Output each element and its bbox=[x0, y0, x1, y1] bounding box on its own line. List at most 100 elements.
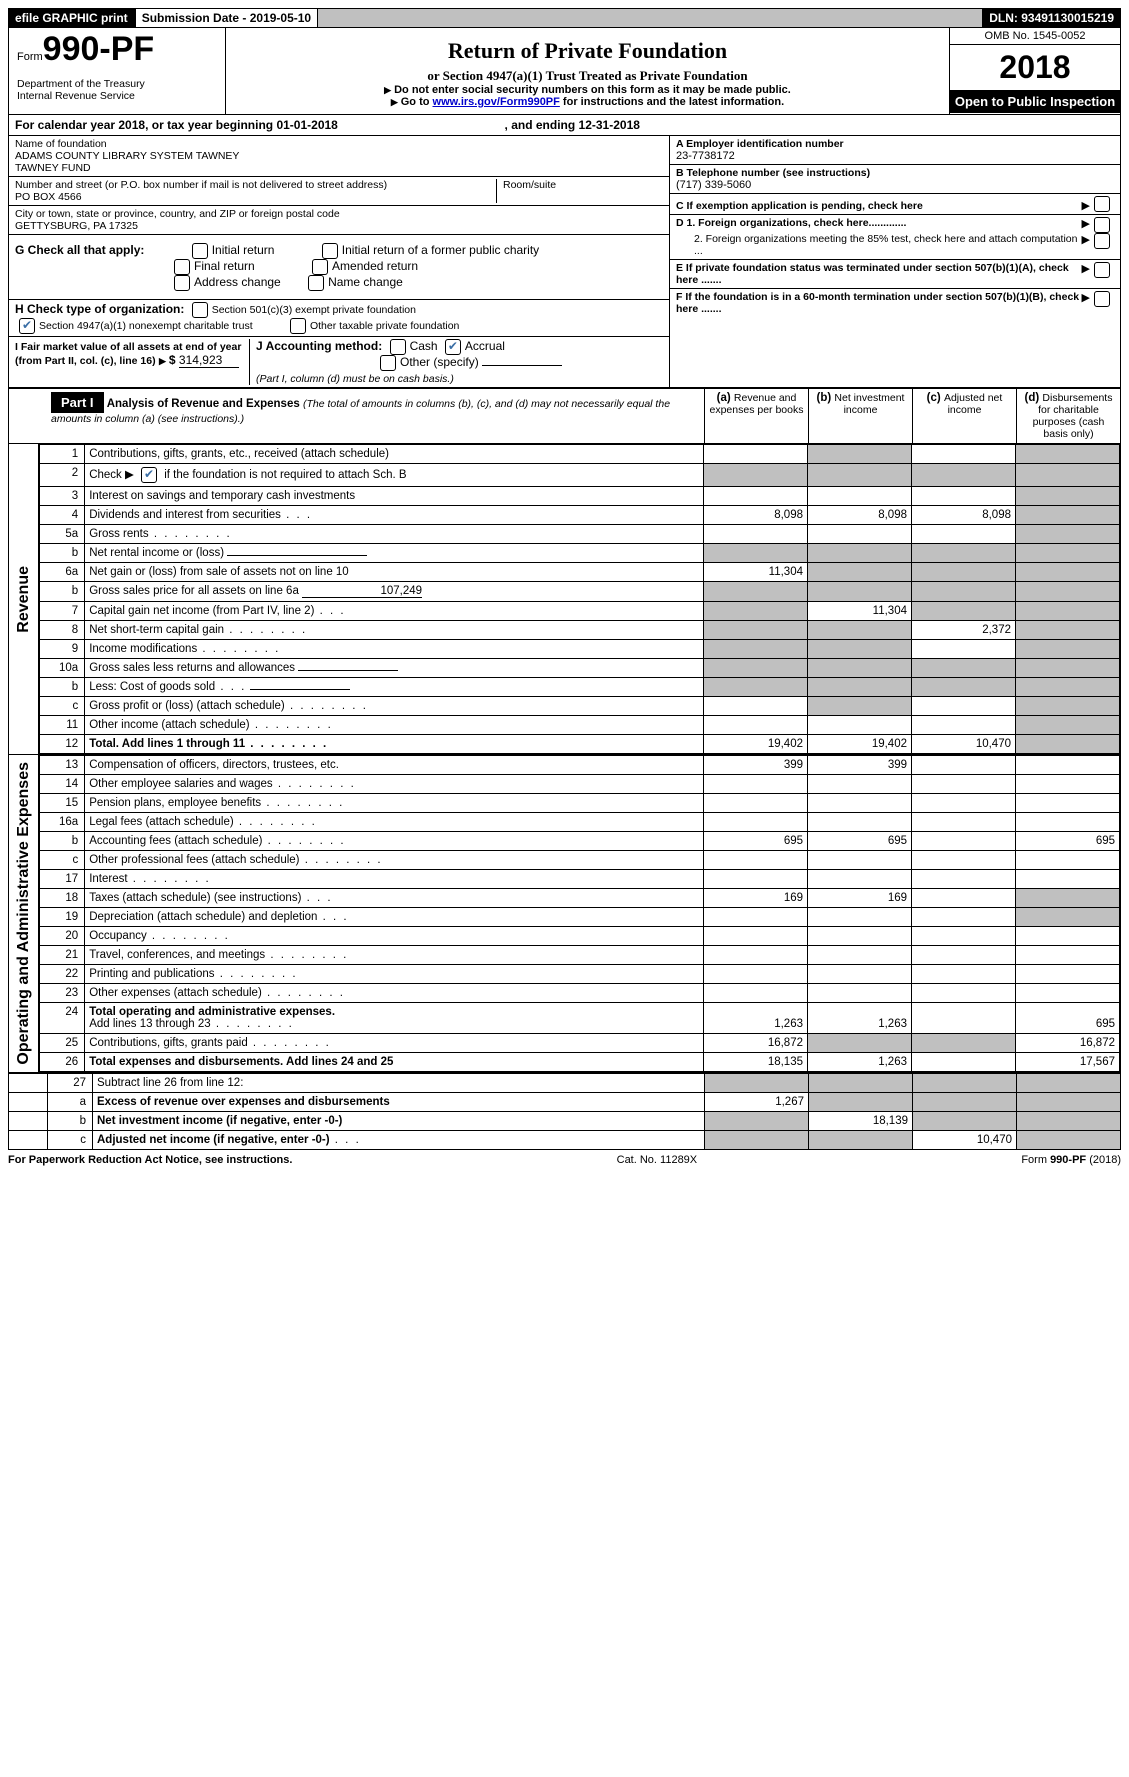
part1-header-table: Part I Analysis of Revenue and Expenses … bbox=[8, 388, 1121, 444]
line-21: 21Travel, conferences, and meetings bbox=[40, 946, 1120, 965]
exemption-pending-checkbox[interactable] bbox=[1094, 196, 1110, 212]
line-27c: cAdjusted net income (if negative, enter… bbox=[9, 1131, 1121, 1150]
foreign-85pct-checkbox[interactable] bbox=[1094, 233, 1110, 249]
line-10b: bLess: Cost of goods sold bbox=[40, 678, 1120, 697]
line-19: 19Depreciation (attach schedule) and dep… bbox=[40, 908, 1120, 927]
cat-no: Cat. No. 11289X bbox=[617, 1154, 698, 1166]
initial-return-checkbox[interactable] bbox=[192, 243, 208, 259]
line-11: 11Other income (attach schedule) bbox=[40, 716, 1120, 735]
ein-label: A Employer identification number bbox=[676, 138, 1114, 150]
line-10c: cGross profit or (loss) (attach schedule… bbox=[40, 697, 1120, 716]
line-5a: 5aGross rents bbox=[40, 525, 1120, 544]
foreign-org-checkbox[interactable] bbox=[1094, 217, 1110, 233]
form-subtitle: or Section 4947(a)(1) Trust Treated as P… bbox=[232, 68, 943, 84]
dept-label: Department of the Treasury bbox=[17, 78, 217, 90]
city-row: City or town, state or province, country… bbox=[9, 206, 669, 235]
line-4: 4Dividends and interest from securities8… bbox=[40, 506, 1120, 525]
expenses-section: Operating and Administrative Expenses 13… bbox=[8, 755, 1121, 1073]
form-id: Form 990-PF (2018) bbox=[1021, 1154, 1121, 1166]
f-label: F If the foundation is in a 60-month ter… bbox=[676, 291, 1082, 315]
topbar-spacer bbox=[318, 8, 982, 28]
paperwork-notice: For Paperwork Reduction Act Notice, see … bbox=[8, 1154, 292, 1166]
col-b-header: Net investment income bbox=[834, 392, 904, 416]
name-change-checkbox[interactable] bbox=[308, 275, 324, 291]
c-label: C If exemption application is pending, c… bbox=[676, 200, 1082, 212]
terminated-checkbox[interactable] bbox=[1094, 262, 1110, 278]
form-title: Return of Private Foundation bbox=[232, 38, 943, 64]
room-suite-label: Room/suite bbox=[503, 179, 663, 191]
line-15: 15Pension plans, employee benefits bbox=[40, 794, 1120, 813]
i-j-row: I Fair market value of all assets at end… bbox=[9, 337, 669, 387]
sch-b-checkbox[interactable] bbox=[141, 467, 157, 483]
col-c-header: Adjusted net income bbox=[944, 392, 1002, 416]
initial-return-former-checkbox[interactable] bbox=[322, 243, 338, 259]
calendar-year-row: For calendar year 2018, or tax year begi… bbox=[8, 115, 1121, 136]
line-3: 3Interest on savings and temporary cash … bbox=[40, 487, 1120, 506]
amended-return-checkbox[interactable] bbox=[312, 259, 328, 275]
revenue-section: Revenue 1Contributions, gifts, grants, e… bbox=[8, 444, 1121, 755]
foundation-name-cell: Name of foundation ADAMS COUNTY LIBRARY … bbox=[9, 136, 669, 177]
phone-value: (717) 339-5060 bbox=[676, 179, 1114, 191]
submission-date: Submission Date - 2019-05-10 bbox=[135, 8, 318, 28]
h-org-type: H Check type of organization: Section 50… bbox=[9, 300, 669, 337]
col-d-header: Disbursements for charitable purposes (c… bbox=[1033, 392, 1113, 440]
line-6b: bGross sales price for all assets on lin… bbox=[40, 582, 1120, 602]
phone-label: B Telephone number (see instructions) bbox=[676, 167, 1114, 179]
inspection-notice: Open to Public Inspection bbox=[950, 90, 1120, 113]
line-17: 17Interest bbox=[40, 870, 1120, 889]
line-9: 9Income modifications bbox=[40, 640, 1120, 659]
revenue-table: 1Contributions, gifts, grants, etc., rec… bbox=[39, 444, 1120, 754]
omb-number: OMB No. 1545-0052 bbox=[950, 28, 1120, 45]
top-bar: efile GRAPHIC print Submission Date - 20… bbox=[8, 8, 1121, 28]
line-16c: cOther professional fees (attach schedul… bbox=[40, 851, 1120, 870]
line-27b: bNet investment income (if negative, ent… bbox=[9, 1112, 1121, 1131]
revenue-sidelabel: Revenue bbox=[15, 566, 33, 633]
line-27: 27Subtract line 26 from line 12: bbox=[9, 1074, 1121, 1093]
header-center: Return of Private Foundation or Section … bbox=[226, 28, 949, 114]
line-1: 1Contributions, gifts, grants, etc., rec… bbox=[40, 445, 1120, 464]
header-right: OMB No. 1545-0052 2018 Open to Public In… bbox=[949, 28, 1120, 114]
line-5b: bNet rental income or (loss) bbox=[40, 544, 1120, 563]
line-16b: bAccounting fees (attach schedule)695695… bbox=[40, 832, 1120, 851]
line-12: 12Total. Add lines 1 through 1119,40219,… bbox=[40, 735, 1120, 754]
4947a1-checkbox[interactable] bbox=[19, 318, 35, 334]
cash-checkbox[interactable] bbox=[390, 339, 406, 355]
other-taxable-checkbox[interactable] bbox=[290, 318, 306, 334]
part1-label: Part I bbox=[51, 392, 104, 413]
line-13: 13Compensation of officers, directors, t… bbox=[40, 756, 1120, 775]
line-27a: aExcess of revenue over expenses and dis… bbox=[9, 1093, 1121, 1112]
line-24: 24Total operating and administrative exp… bbox=[40, 1003, 1120, 1034]
line-25: 25Contributions, gifts, grants paid16,87… bbox=[40, 1034, 1120, 1053]
line-26: 26Total expenses and disbursements. Add … bbox=[40, 1053, 1120, 1072]
page-footer: For Paperwork Reduction Act Notice, see … bbox=[8, 1150, 1121, 1166]
60month-checkbox[interactable] bbox=[1094, 291, 1110, 307]
line-6a: 6aNet gain or (loss) from sale of assets… bbox=[40, 563, 1120, 582]
other-method-checkbox[interactable] bbox=[380, 355, 396, 371]
expenses-table: 13Compensation of officers, directors, t… bbox=[39, 755, 1120, 1072]
ssn-warning: Do not enter social security numbers on … bbox=[232, 84, 943, 96]
final-return-checkbox[interactable] bbox=[174, 259, 190, 275]
line-10a: 10aGross sales less returns and allowanc… bbox=[40, 659, 1120, 678]
line-23: 23Other expenses (attach schedule) bbox=[40, 984, 1120, 1003]
address-change-checkbox[interactable] bbox=[174, 275, 190, 291]
line-2: 2Check ▶ if the foundation is not requir… bbox=[40, 464, 1120, 487]
tax-year: 2018 bbox=[950, 45, 1120, 90]
line-18: 18Taxes (attach schedule) (see instructi… bbox=[40, 889, 1120, 908]
d2-label: 2. Foreign organizations meeting the 85%… bbox=[676, 233, 1082, 257]
accrual-checkbox[interactable] bbox=[445, 339, 461, 355]
line-7: 7Capital gain net income (from Part IV, … bbox=[40, 602, 1120, 621]
line-14: 14Other employee salaries and wages bbox=[40, 775, 1120, 794]
e-label: E If private foundation status was termi… bbox=[676, 262, 1082, 286]
irs-label: Internal Revenue Service bbox=[17, 90, 217, 102]
line-8: 8Net short-term capital gain2,372 bbox=[40, 621, 1120, 640]
g-checkboxes: G Check all that apply: Initial return I… bbox=[9, 235, 669, 300]
d1-label: D 1. Foreign organizations, check here..… bbox=[676, 217, 1082, 233]
expenses-sidelabel: Operating and Administrative Expenses bbox=[15, 762, 33, 1065]
line27-table: 27Subtract line 26 from line 12: aExcess… bbox=[8, 1073, 1121, 1150]
line-16a: 16aLegal fees (attach schedule) bbox=[40, 813, 1120, 832]
instructions-link[interactable]: www.irs.gov/Form990PF bbox=[433, 96, 560, 108]
501c3-checkbox[interactable] bbox=[192, 302, 208, 318]
header-left: Form990-PF Department of the Treasury In… bbox=[9, 28, 226, 114]
dln: DLN: 93491130015219 bbox=[982, 8, 1121, 28]
ein-value: 23-7738172 bbox=[676, 150, 1114, 162]
